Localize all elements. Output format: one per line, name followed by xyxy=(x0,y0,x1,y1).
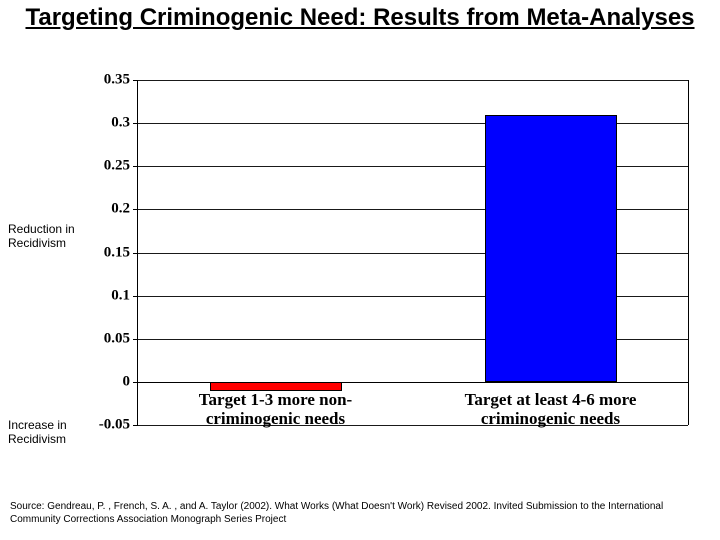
gridline xyxy=(138,80,688,81)
y-tick-label: 0.2 xyxy=(111,201,130,218)
y-tick-label: -0.05 xyxy=(99,417,130,434)
y-tick-label: 0.35 xyxy=(104,72,130,89)
bar xyxy=(485,115,617,382)
baseline xyxy=(138,382,688,383)
label-increase-recidivism: Increase in Recidivism xyxy=(8,418,98,447)
y-tick-label: 0 xyxy=(123,373,131,390)
y-tick-label: 0.25 xyxy=(104,158,130,175)
y-tick-label: 0.15 xyxy=(104,244,130,261)
y-tick-label: 0.1 xyxy=(111,287,130,304)
label-reduction-recidivism: Reduction in Recidivism xyxy=(8,222,98,251)
y-axis: -0.0500.050.10.150.20.250.30.35 xyxy=(98,80,138,425)
page-title: Targeting Criminogenic Need: Results fro… xyxy=(20,4,700,32)
y-tick-label: 0.05 xyxy=(104,330,130,347)
x-axis-label: Target at least 4-6 more criminogenic ne… xyxy=(435,390,666,429)
bar-chart: -0.0500.050.10.150.20.250.30.35 Target 1… xyxy=(98,80,700,480)
slide: Targeting Criminogenic Need: Results fro… xyxy=(0,0,720,540)
source-citation: Source: Gendreau, P. , French, S. A. , a… xyxy=(10,501,710,526)
bar xyxy=(210,382,342,391)
x-axis-label: Target 1-3 more non-criminogenic needs xyxy=(160,390,391,429)
y-tick-label: 0.3 xyxy=(111,115,130,132)
plot-area xyxy=(138,80,689,425)
